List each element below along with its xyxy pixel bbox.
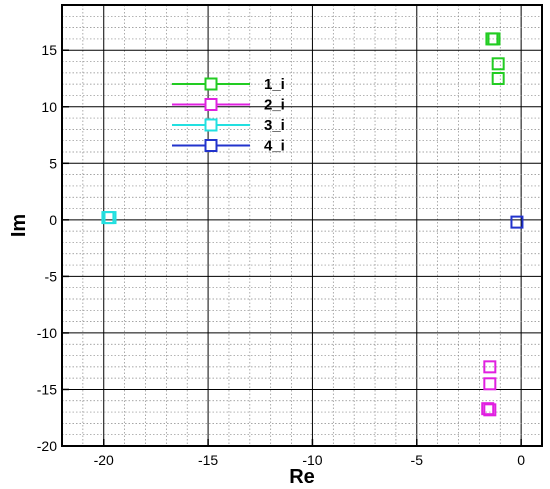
- legend-marker: [204, 118, 218, 132]
- data-point-1_i: [485, 32, 499, 46]
- x-tick-label: -15: [198, 452, 218, 468]
- tick-labels: -20 -15 -10 -5 0 -20 -15 -10 -5 0 5 10 15: [37, 42, 525, 468]
- series-1_i: [485, 32, 505, 85]
- x-axis-title: Re: [289, 466, 315, 488]
- y-tick-label: 5: [49, 155, 57, 171]
- x-tick-label: -5: [411, 452, 424, 468]
- legend-marker: [204, 98, 218, 111]
- plot-frame: [61, 4, 543, 447]
- y-tick-label: -20: [37, 438, 57, 454]
- x-tick-label: 0: [517, 452, 525, 468]
- y-axis-title: Im: [8, 214, 30, 237]
- y-tick-label: 10: [41, 99, 57, 115]
- legend: 1_i 2_i 3_i 4_i: [172, 76, 285, 155]
- data-point-1_i: [491, 57, 505, 71]
- legend-label: 3_i: [264, 117, 285, 134]
- legend-entry-3_i: 3_i: [172, 117, 285, 134]
- y-tick-label: 0: [49, 212, 57, 228]
- data-point-3_i: [103, 211, 117, 225]
- series-4_i: [510, 215, 524, 229]
- data-series: [101, 32, 524, 417]
- y-tick-label: 15: [41, 42, 57, 58]
- series-2_i: [481, 360, 497, 417]
- y-tick-label: -10: [37, 325, 57, 341]
- data-point-1_i: [491, 72, 505, 85]
- y-tick-label: -5: [45, 268, 58, 284]
- legend-entry-4_i: 4_i: [172, 138, 285, 155]
- data-point-2_i: [481, 402, 495, 416]
- data-point-2_i: [483, 403, 497, 417]
- grid: [61, 4, 543, 447]
- x-tick-label: -20: [94, 452, 114, 468]
- legend-entry-2_i: 2_i: [172, 97, 285, 114]
- x-tick-label: -10: [302, 452, 322, 468]
- legend-marker: [204, 139, 218, 152]
- series-3_i: [101, 211, 117, 225]
- data-point-2_i: [483, 360, 497, 374]
- legend-label: 1_i: [264, 76, 285, 93]
- legend-label: 2_i: [264, 97, 285, 114]
- legend-marker: [204, 77, 218, 91]
- legend-label: 4_i: [264, 138, 285, 155]
- data-point-4_i: [510, 215, 524, 229]
- data-point-2_i: [483, 377, 497, 391]
- axis-ticks: [62, 49, 522, 447]
- legend-entry-1_i: 1_i: [172, 76, 285, 93]
- y-tick-label: -15: [37, 381, 57, 397]
